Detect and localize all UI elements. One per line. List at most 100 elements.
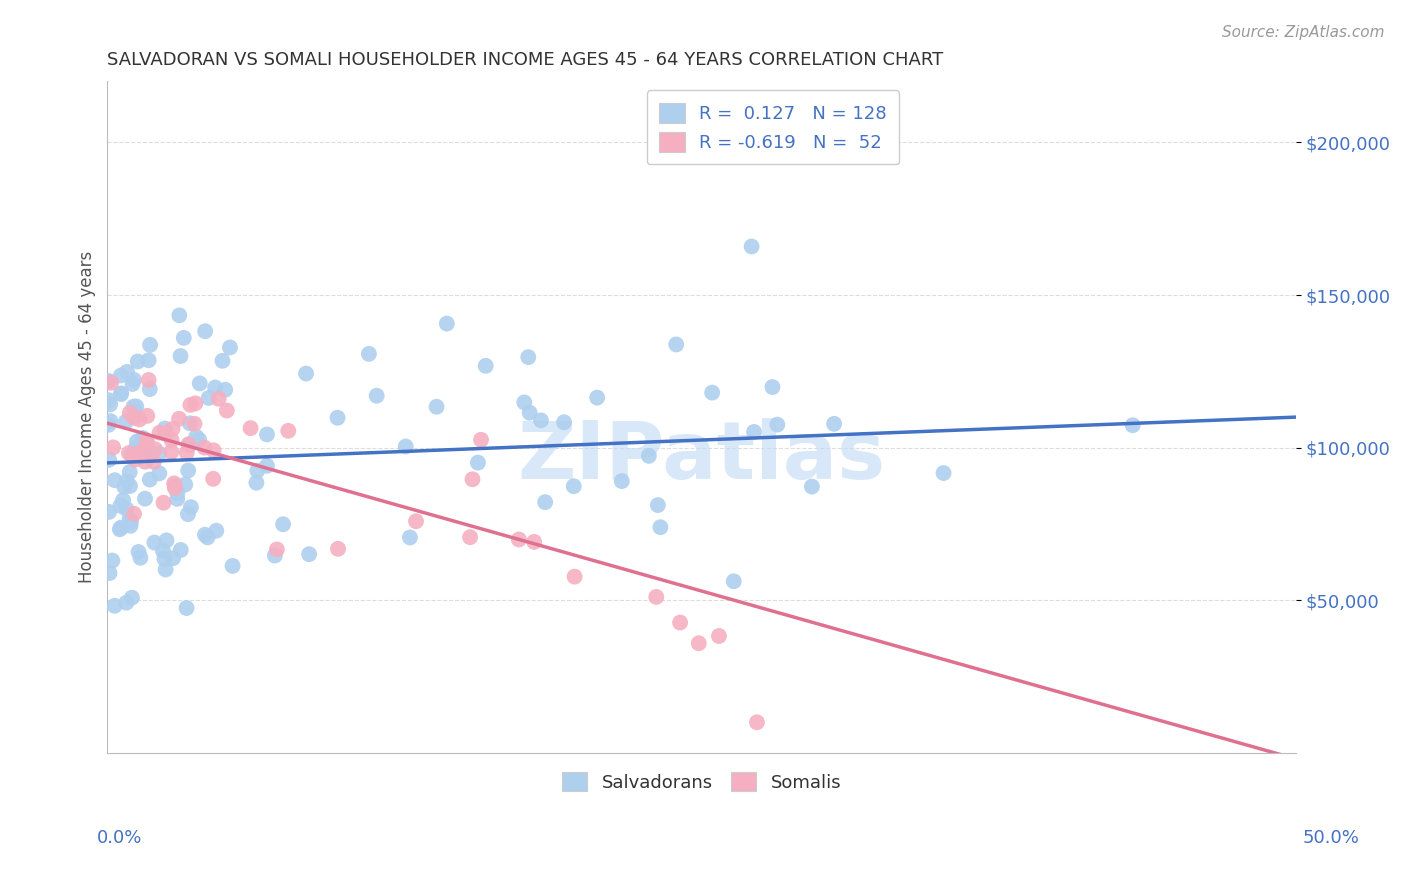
Point bbox=[128, 545, 150, 559]
Point bbox=[586, 391, 609, 405]
Point bbox=[104, 599, 127, 613]
Point bbox=[458, 530, 481, 544]
Point bbox=[186, 430, 208, 444]
Point bbox=[326, 410, 349, 425]
Text: ZIPatlas: ZIPatlas bbox=[517, 418, 886, 496]
Y-axis label: Householder Income Ages 45 - 64 years: Householder Income Ages 45 - 64 years bbox=[79, 251, 96, 583]
Point bbox=[395, 440, 418, 454]
Point bbox=[298, 547, 321, 561]
Point bbox=[134, 434, 156, 449]
Point bbox=[202, 472, 225, 486]
Point bbox=[271, 517, 294, 532]
Point bbox=[665, 337, 688, 351]
Point bbox=[115, 474, 138, 488]
Point bbox=[162, 551, 184, 566]
Point bbox=[125, 442, 148, 456]
Point bbox=[174, 477, 197, 491]
Point bbox=[702, 385, 724, 400]
Point bbox=[139, 338, 162, 352]
Point bbox=[263, 549, 285, 563]
Point bbox=[160, 445, 183, 459]
Point bbox=[125, 434, 148, 449]
Point bbox=[121, 377, 143, 392]
Point bbox=[193, 441, 215, 455]
Point bbox=[745, 715, 768, 730]
Point bbox=[517, 350, 540, 364]
Point bbox=[530, 413, 553, 427]
Point bbox=[564, 569, 586, 583]
Point bbox=[97, 417, 120, 432]
Point bbox=[148, 446, 170, 460]
Point bbox=[128, 412, 150, 426]
Point bbox=[766, 417, 789, 432]
Point bbox=[118, 512, 141, 526]
Point bbox=[645, 590, 668, 604]
Point bbox=[110, 521, 132, 535]
Point bbox=[167, 411, 190, 425]
Point bbox=[135, 442, 157, 457]
Point bbox=[180, 500, 202, 515]
Point bbox=[98, 452, 121, 467]
Point bbox=[610, 474, 633, 488]
Point bbox=[205, 524, 228, 538]
Point bbox=[932, 466, 955, 480]
Point bbox=[513, 395, 536, 409]
Text: SALVADORAN VS SOMALI HOUSEHOLDER INCOME AGES 45 - 64 YEARS CORRELATION CHART: SALVADORAN VS SOMALI HOUSEHOLDER INCOME … bbox=[107, 51, 943, 69]
Point bbox=[118, 465, 141, 479]
Point bbox=[122, 373, 145, 387]
Point bbox=[177, 507, 200, 521]
Point bbox=[326, 541, 349, 556]
Point bbox=[121, 448, 143, 462]
Point bbox=[121, 591, 143, 605]
Point bbox=[436, 317, 458, 331]
Point bbox=[188, 376, 211, 391]
Point bbox=[118, 446, 141, 460]
Point bbox=[179, 398, 201, 412]
Point bbox=[277, 424, 299, 438]
Text: 0.0%: 0.0% bbox=[97, 829, 142, 847]
Point bbox=[122, 410, 145, 425]
Point bbox=[143, 535, 166, 549]
Point bbox=[155, 533, 177, 548]
Point bbox=[155, 563, 177, 577]
Point bbox=[405, 514, 427, 528]
Point bbox=[110, 499, 132, 513]
Point bbox=[707, 629, 730, 643]
Point bbox=[160, 433, 183, 447]
Point bbox=[124, 452, 146, 467]
Point bbox=[239, 421, 262, 435]
Point bbox=[100, 376, 122, 390]
Point bbox=[534, 495, 557, 509]
Point bbox=[120, 518, 142, 533]
Point bbox=[98, 393, 121, 408]
Point bbox=[110, 368, 132, 383]
Point bbox=[101, 441, 124, 455]
Point bbox=[143, 442, 166, 456]
Point bbox=[118, 479, 141, 493]
Point bbox=[295, 367, 318, 381]
Point bbox=[179, 438, 201, 452]
Point bbox=[256, 427, 278, 442]
Point bbox=[221, 558, 243, 573]
Point bbox=[474, 359, 496, 373]
Point bbox=[110, 386, 132, 401]
Point bbox=[179, 416, 201, 430]
Point bbox=[170, 543, 193, 558]
Point bbox=[98, 505, 121, 519]
Point bbox=[124, 404, 146, 418]
Point bbox=[135, 441, 157, 455]
Point bbox=[101, 553, 124, 567]
Point bbox=[149, 425, 172, 440]
Point bbox=[125, 400, 148, 414]
Point bbox=[188, 433, 211, 447]
Point bbox=[135, 434, 157, 449]
Text: Source: ZipAtlas.com: Source: ZipAtlas.com bbox=[1222, 25, 1385, 40]
Point bbox=[135, 435, 157, 450]
Point bbox=[742, 425, 765, 439]
Point bbox=[166, 486, 188, 500]
Point bbox=[823, 417, 845, 431]
Point bbox=[122, 507, 145, 521]
Point bbox=[136, 409, 159, 423]
Point bbox=[120, 515, 142, 529]
Point bbox=[148, 467, 170, 481]
